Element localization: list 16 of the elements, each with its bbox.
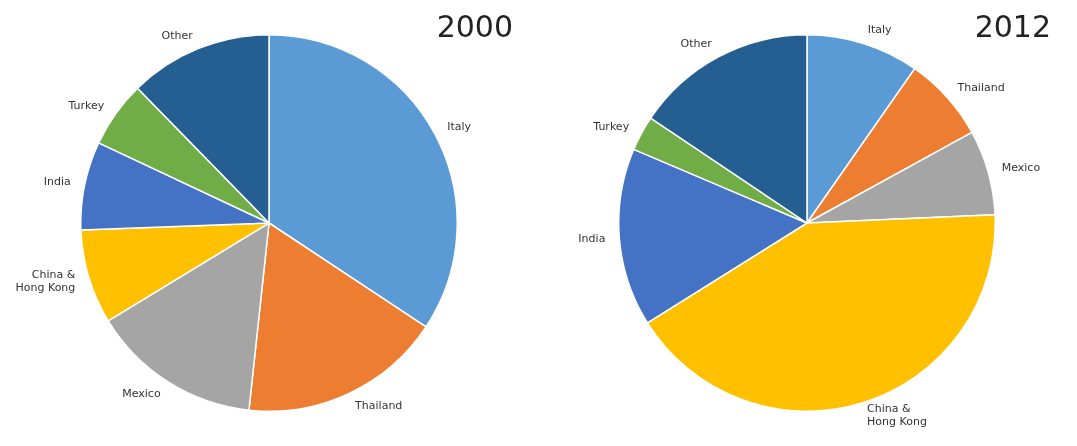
slice-label: India xyxy=(43,175,71,189)
slice-label: Mexico xyxy=(122,386,161,400)
slice-label: Thailand xyxy=(354,398,403,412)
slice-label: Turkey xyxy=(67,98,105,112)
slice-label: Italy xyxy=(867,22,893,36)
slice-label: Turkey xyxy=(592,119,630,133)
slice-label: China & Hong Kong xyxy=(15,267,76,294)
chart-title: 2000 xyxy=(436,8,513,44)
slice-label: India xyxy=(578,231,606,245)
slice-label: Other xyxy=(161,28,194,42)
slice-label: Thailand xyxy=(956,80,1005,94)
slice-label: Other xyxy=(680,37,713,51)
slice-label: Mexico xyxy=(1001,161,1041,175)
chart-title: 2012 xyxy=(974,8,1051,44)
slice-label: Italy xyxy=(447,120,472,134)
slice-label: China & Hong Kong xyxy=(867,402,927,429)
